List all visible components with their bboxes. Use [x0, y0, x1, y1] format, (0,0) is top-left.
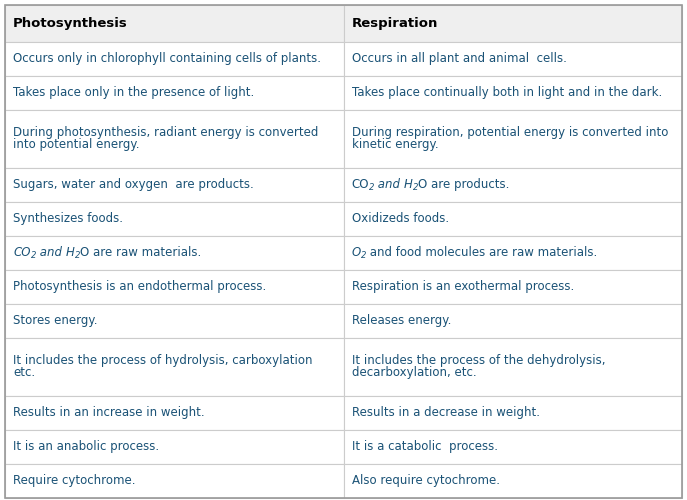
- Text: Require cytochrome.: Require cytochrome.: [13, 474, 135, 488]
- Bar: [5, 236, 344, 270]
- Text: During photosynthesis, radiant energy is converted: During photosynthesis, radiant energy is…: [13, 126, 318, 140]
- Text: H: H: [404, 178, 413, 191]
- Bar: [5, 464, 344, 498]
- Text: Occurs only in chlorophyll containing cells of plants.: Occurs only in chlorophyll containing ce…: [13, 52, 321, 66]
- Text: Also require cytochrome.: Also require cytochrome.: [352, 474, 499, 488]
- Bar: [344, 236, 682, 270]
- Text: CO: CO: [13, 246, 30, 260]
- Bar: [5, 396, 344, 430]
- Text: Stores energy.: Stores energy.: [13, 314, 98, 328]
- Text: It includes the process of hydrolysis, carboxylation: It includes the process of hydrolysis, c…: [13, 354, 313, 368]
- Bar: [344, 464, 682, 498]
- Text: 2: 2: [369, 182, 374, 192]
- Bar: [344, 202, 682, 236]
- Text: kinetic energy.: kinetic energy.: [352, 138, 438, 151]
- Text: Takes place only in the presence of light.: Takes place only in the presence of ligh…: [13, 86, 254, 100]
- Text: During respiration, potential energy is converted into: During respiration, potential energy is …: [352, 126, 668, 140]
- Text: 2: 2: [74, 250, 80, 260]
- Text: O are raw materials.: O are raw materials.: [80, 246, 201, 260]
- Text: It includes the process of the dehydrolysis,: It includes the process of the dehydroly…: [352, 354, 605, 368]
- Text: into potential energy.: into potential energy.: [13, 138, 139, 151]
- Text: Results in a decrease in weight.: Results in a decrease in weight.: [352, 406, 539, 420]
- Bar: [5, 76, 344, 110]
- Text: Releases energy.: Releases energy.: [352, 314, 451, 328]
- Text: Photosynthesis is an endothermal process.: Photosynthesis is an endothermal process…: [13, 280, 267, 293]
- Text: 2: 2: [361, 250, 366, 260]
- Bar: [344, 270, 682, 304]
- Bar: [5, 338, 344, 396]
- Bar: [5, 202, 344, 236]
- Bar: [5, 42, 344, 76]
- Bar: [5, 270, 344, 304]
- Text: and: and: [374, 178, 404, 191]
- Text: and food molecules are raw materials.: and food molecules are raw materials.: [366, 246, 598, 260]
- Bar: [344, 76, 682, 110]
- Text: Oxidizeds foods.: Oxidizeds foods.: [352, 212, 449, 225]
- Bar: [344, 430, 682, 464]
- Text: CO: CO: [352, 178, 369, 191]
- Text: Occurs in all plant and animal  cells.: Occurs in all plant and animal cells.: [352, 52, 566, 66]
- Bar: [5, 430, 344, 464]
- Text: and: and: [36, 246, 66, 260]
- Text: O: O: [352, 246, 361, 260]
- Text: It is an anabolic process.: It is an anabolic process.: [13, 440, 159, 454]
- Text: H: H: [66, 246, 74, 260]
- Bar: [344, 338, 682, 396]
- Text: decarboxylation, etc.: decarboxylation, etc.: [352, 366, 476, 380]
- Bar: [5, 168, 344, 202]
- Text: It is a catabolic  process.: It is a catabolic process.: [352, 440, 497, 454]
- Bar: [344, 168, 682, 202]
- Text: Respiration: Respiration: [352, 17, 438, 30]
- Bar: [344, 5, 682, 42]
- Text: 2: 2: [30, 250, 36, 260]
- Bar: [344, 304, 682, 338]
- Text: 2: 2: [413, 182, 418, 192]
- Bar: [5, 304, 344, 338]
- Text: etc.: etc.: [13, 366, 35, 380]
- Text: Sugars, water and oxygen  are products.: Sugars, water and oxygen are products.: [13, 178, 254, 191]
- Bar: [344, 110, 682, 168]
- Bar: [344, 42, 682, 76]
- Bar: [5, 5, 344, 42]
- Text: Respiration is an exothermal process.: Respiration is an exothermal process.: [352, 280, 574, 293]
- Text: O are products.: O are products.: [418, 178, 510, 191]
- Bar: [344, 396, 682, 430]
- Text: Photosynthesis: Photosynthesis: [13, 17, 128, 30]
- Bar: [5, 110, 344, 168]
- Text: Synthesizes foods.: Synthesizes foods.: [13, 212, 123, 225]
- Text: Results in an increase in weight.: Results in an increase in weight.: [13, 406, 205, 420]
- Text: Takes place continually both in light and in the dark.: Takes place continually both in light an…: [352, 86, 662, 100]
